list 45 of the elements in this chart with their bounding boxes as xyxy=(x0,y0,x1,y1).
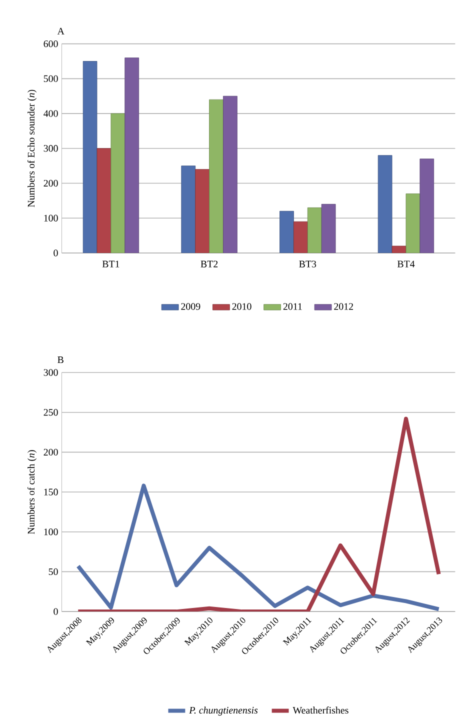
bar xyxy=(378,155,392,253)
legend-label: P. chungtienensis xyxy=(189,706,258,716)
y-tick-label: 100 xyxy=(44,528,58,536)
y-axis-title: Numbers of catch (n) xyxy=(27,450,37,534)
bar xyxy=(392,246,406,253)
y-tick-label: 0 xyxy=(54,250,58,256)
legend-label: 2009 xyxy=(181,303,200,310)
y-tick-label: 300 xyxy=(44,145,58,152)
chart-title: B xyxy=(58,356,64,364)
bar xyxy=(209,99,224,253)
bar xyxy=(110,113,126,253)
legend-label: 2012 xyxy=(334,303,353,310)
bar xyxy=(293,221,308,253)
y-tick-label: 400 xyxy=(44,110,58,117)
bar xyxy=(280,210,294,253)
legend-label: 2011 xyxy=(283,303,302,310)
bar xyxy=(96,148,112,253)
y-tick-label: 150 xyxy=(44,488,58,496)
x-tick-label: BT3 xyxy=(299,260,316,268)
y-axis-title: Numbers of Echo sounder (n) xyxy=(27,90,37,208)
bar xyxy=(307,207,322,253)
x-tick-label: BT4 xyxy=(397,260,415,268)
y-tick-label: 200 xyxy=(44,180,58,187)
y-tick-label: 100 xyxy=(44,214,58,222)
y-tick-label: 0 xyxy=(54,608,58,615)
x-tick-label: BT2 xyxy=(200,260,218,268)
legend-label: Weatherfishes xyxy=(292,706,348,714)
bar xyxy=(195,169,210,253)
bar xyxy=(181,166,196,253)
bar xyxy=(82,61,98,253)
bar xyxy=(222,96,238,253)
y-tick-label: 250 xyxy=(44,409,58,416)
y-tick-label: 200 xyxy=(44,448,58,456)
legend-label: 2010 xyxy=(232,303,252,310)
bar xyxy=(420,158,434,253)
bar xyxy=(124,58,139,253)
y-tick-label: 300 xyxy=(44,369,58,376)
y-tick-label: 50 xyxy=(48,568,58,576)
bar xyxy=(321,204,336,253)
line-series xyxy=(76,484,441,612)
x-tick-label: BT1 xyxy=(102,260,120,268)
y-tick-label: 600 xyxy=(44,40,58,48)
bar xyxy=(406,194,420,253)
y-tick-label: 500 xyxy=(44,75,58,82)
chart-title: A xyxy=(57,28,64,34)
